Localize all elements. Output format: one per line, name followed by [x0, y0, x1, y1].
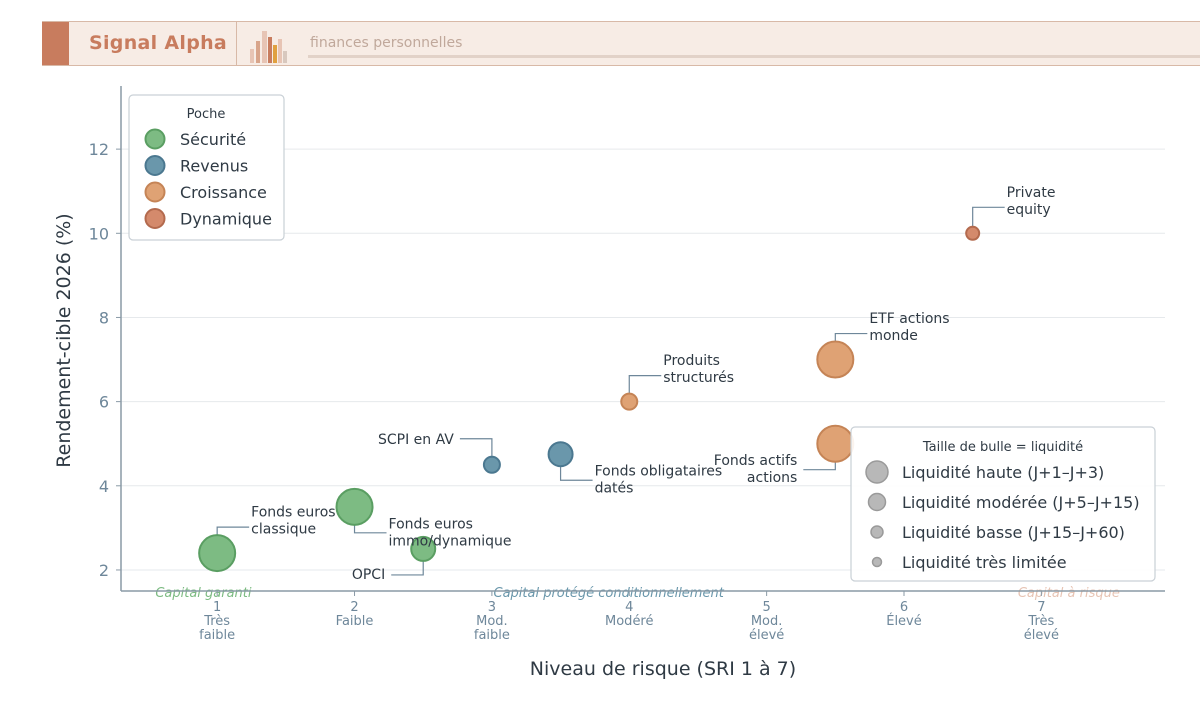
- legend-label: Dynamique: [180, 210, 272, 229]
- point-label: Fonds actifs actions: [714, 453, 798, 486]
- brand-swatch: [42, 22, 69, 65]
- y-axis-title: Rendement-cible 2026 (%): [53, 213, 75, 467]
- y-tick-label: 8: [99, 308, 109, 327]
- label-connector: [216, 526, 250, 536]
- y-tick-label: 2: [99, 561, 109, 580]
- data-point: [410, 535, 437, 562]
- legend-frame: [850, 426, 1156, 582]
- point-label: Fonds euros classique: [251, 505, 335, 538]
- x-tick-label: 6 Élevé: [886, 600, 922, 629]
- bar-chart-logo-icon: [250, 31, 287, 63]
- legend-label: Sécurité: [180, 130, 246, 149]
- legend-liquidity: Taille de bulle = liquidité Liquidité hau…: [850, 426, 1156, 582]
- zone-label: Capital protégé conditionnellement: [494, 586, 725, 601]
- point-label: ETF actions monde: [869, 311, 949, 344]
- header-tagline: finances personnelles: [310, 35, 463, 51]
- legend-title: Poche: [187, 107, 226, 122]
- y-tick-label: 6: [99, 393, 109, 412]
- data-point: [198, 534, 237, 573]
- y-tick-label: 10: [89, 224, 109, 243]
- brand-name: Signal Alpha: [89, 32, 228, 54]
- point-label: SCPI en AV: [378, 432, 454, 448]
- point-label: OPCI: [352, 567, 385, 583]
- legend-size-swatch: [867, 492, 887, 512]
- legend-swatch: [144, 128, 166, 150]
- x-tick-label: 1 Très faible: [199, 600, 235, 643]
- point-layer: [198, 225, 981, 573]
- legend-label: Revenus: [180, 157, 248, 176]
- zone-label: Capital à risque: [1018, 586, 1120, 601]
- label-connector: [834, 332, 868, 342]
- point-label: Fonds euros immo/dynamique: [389, 516, 512, 549]
- data-point: [547, 441, 574, 468]
- header-banner: Signal Alpha finances personnelles: [42, 21, 1200, 66]
- x-tick-label: 7 Très élevé: [1024, 600, 1059, 643]
- connector-layer: [216, 206, 1005, 576]
- x-axis-title: Niveau de risque (SRI 1 à 7): [530, 658, 796, 680]
- zone-label: Capital garanti: [155, 586, 252, 601]
- legend-label: Croissance: [180, 183, 267, 202]
- legend-label: Liquidité haute (J+1–J+3): [902, 463, 1104, 482]
- label-connector: [559, 466, 593, 481]
- x-tick-label: 3 Mod. faible: [474, 600, 510, 643]
- label-connector: [628, 375, 662, 394]
- x-tick-label: 2 Faible: [336, 600, 374, 629]
- data-point: [965, 225, 981, 241]
- legend-swatch: [144, 208, 166, 229]
- data-point: [816, 424, 855, 463]
- legend-label: Liquidité basse (J+15–J+60): [902, 523, 1125, 542]
- legend-size-swatch: [870, 525, 884, 539]
- header-divider: [236, 22, 237, 65]
- x-tick-label: 5 Mod. élevé: [749, 600, 784, 643]
- zone-label-layer: Capital garanti Capital protégé condition…: [155, 586, 1120, 601]
- data-point: [335, 487, 374, 526]
- label-connector: [972, 206, 1005, 227]
- label-connector: [459, 438, 493, 457]
- label-connector: [353, 524, 387, 534]
- legend-label: Liquidité modérée (J+5–J+15): [902, 493, 1140, 512]
- point-label: Private equity: [1007, 185, 1056, 218]
- data-point: [482, 455, 501, 474]
- legend-swatch: [144, 155, 166, 176]
- legend-title: Taille de bulle = liquidité: [922, 440, 1083, 455]
- y-tick-label: 12: [89, 140, 109, 159]
- x-tick-layer: 1 Très faible 2 Faible 3 Mod. faible 4 Modéré 5 Mod…: [199, 591, 1059, 643]
- point-label-layer: Fonds euros classique Fonds euros immo/dyna…: [251, 185, 1055, 583]
- point-label: Fonds obligataires datés: [595, 464, 723, 497]
- legend-swatch: [144, 181, 166, 203]
- point-label: Produits structurés: [663, 353, 734, 386]
- legend-poche: Poche Sécurité Revenus Croissance Dynamique: [128, 94, 285, 241]
- label-connector: [391, 560, 424, 576]
- legend-size-swatch: [871, 556, 883, 568]
- y-tick-layer: 2 4 6 8 10 12: [89, 140, 121, 580]
- legend-frame: [128, 94, 285, 241]
- y-tick-label: 4: [99, 477, 109, 496]
- legend-size-swatch: [865, 460, 889, 484]
- legend-label: Liquidité très limitée: [902, 553, 1067, 572]
- data-point: [816, 340, 855, 379]
- data-point: [620, 392, 639, 411]
- tagline-rule: [308, 55, 1200, 58]
- x-tick-label: 4 Modéré: [605, 600, 653, 629]
- label-connector: [803, 461, 836, 471]
